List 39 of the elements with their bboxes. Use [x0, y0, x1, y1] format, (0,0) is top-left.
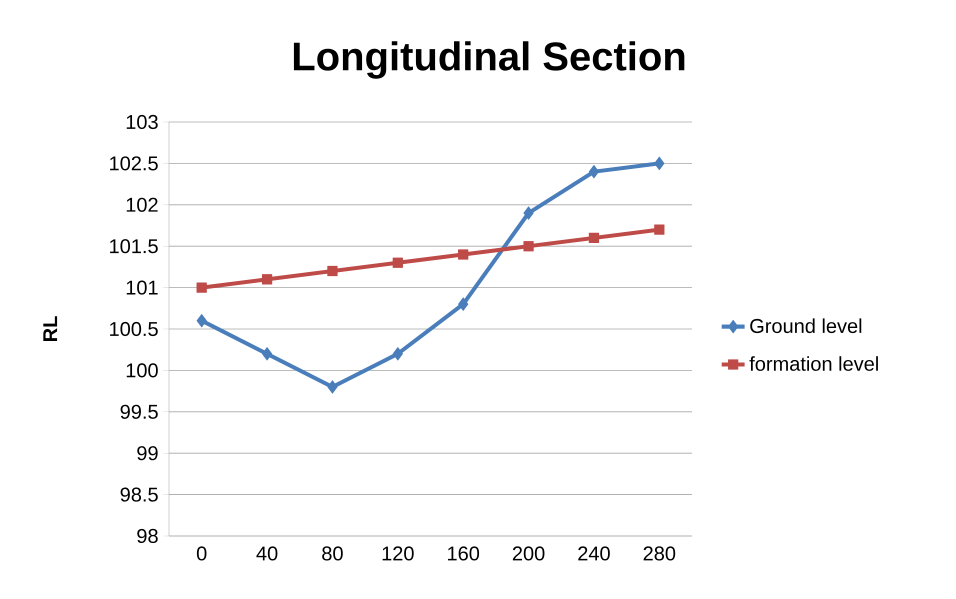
y-tick-label: 98 [137, 528, 158, 544]
y-tick-label: 100.5 [110, 322, 158, 336]
point [262, 274, 272, 284]
point [196, 314, 207, 328]
y-tick-label: 102.5 [110, 156, 158, 170]
point [588, 164, 600, 178]
point [392, 347, 403, 361]
point [262, 347, 272, 361]
y-axis-title: RL [43, 316, 58, 341]
point [523, 241, 534, 252]
x-tick-label: 200 [512, 546, 544, 561]
y-tick-label: 98.5 [120, 488, 158, 502]
point [588, 232, 600, 244]
legend-label: Ground level [750, 318, 862, 334]
x-tick-label: 240 [578, 546, 610, 561]
point [458, 249, 468, 260]
x-tick-label: 160 [448, 546, 480, 561]
point [196, 282, 207, 293]
point [458, 297, 468, 311]
point [654, 156, 664, 170]
x-tick-label: 0 [196, 546, 206, 561]
point [654, 224, 664, 235]
legend-label: formation level [750, 356, 878, 371]
y-tick-label: 99.5 [120, 404, 158, 419]
y-tick-label: 101.5 [110, 239, 158, 254]
x-tick-label: 80 [322, 546, 343, 561]
y-tick-label: 100 [126, 363, 158, 378]
point [392, 258, 403, 268]
y-tick-label: 99 [137, 446, 158, 460]
y-tick-label: 101 [126, 280, 158, 295]
x-tick-label: 40 [256, 546, 278, 561]
x-tick-label: 280 [644, 546, 676, 561]
y-tick-label: 102 [126, 198, 158, 212]
x-tick-label: 120 [382, 546, 414, 561]
point [327, 266, 338, 276]
chart-title: Longitudinal Section [294, 41, 684, 79]
point [523, 206, 534, 220]
point [327, 380, 338, 394]
y-tick-label: 103 [126, 114, 158, 130]
